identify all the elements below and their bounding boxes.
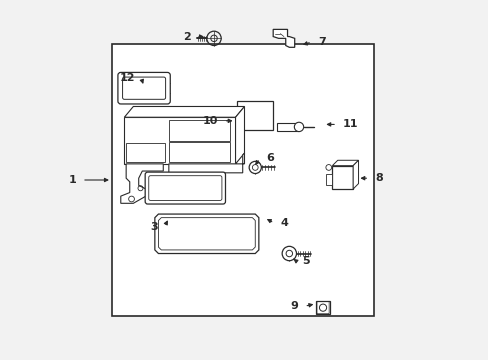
- Circle shape: [282, 246, 296, 261]
- Polygon shape: [124, 107, 244, 117]
- Text: 8: 8: [375, 173, 383, 183]
- Bar: [126, 143, 165, 162]
- Bar: [168, 120, 229, 140]
- Text: 3: 3: [150, 222, 158, 231]
- Text: 1: 1: [68, 175, 76, 185]
- FancyBboxPatch shape: [145, 172, 225, 204]
- Bar: [276, 123, 298, 131]
- Polygon shape: [332, 160, 358, 166]
- Text: 6: 6: [265, 153, 273, 163]
- Polygon shape: [273, 30, 294, 47]
- Polygon shape: [124, 117, 235, 164]
- Bar: [237, 101, 273, 130]
- Circle shape: [325, 165, 331, 170]
- Bar: [228, 109, 237, 123]
- Text: 11: 11: [343, 120, 358, 129]
- Bar: [325, 174, 332, 185]
- Text: 12: 12: [120, 73, 135, 83]
- Polygon shape: [352, 160, 358, 189]
- Bar: [332, 166, 352, 189]
- Bar: [168, 143, 229, 162]
- Circle shape: [249, 161, 261, 174]
- Text: 5: 5: [301, 256, 309, 266]
- Text: 2: 2: [183, 32, 190, 41]
- Polygon shape: [155, 214, 258, 253]
- Text: 7: 7: [317, 37, 325, 47]
- Polygon shape: [168, 153, 244, 173]
- Text: 10: 10: [202, 116, 217, 126]
- Bar: [112, 44, 373, 316]
- Circle shape: [294, 122, 303, 132]
- Text: 9: 9: [290, 301, 298, 311]
- Polygon shape: [235, 107, 244, 164]
- FancyBboxPatch shape: [118, 72, 170, 104]
- Bar: [316, 301, 329, 315]
- Polygon shape: [121, 164, 163, 203]
- Text: 4: 4: [280, 218, 287, 228]
